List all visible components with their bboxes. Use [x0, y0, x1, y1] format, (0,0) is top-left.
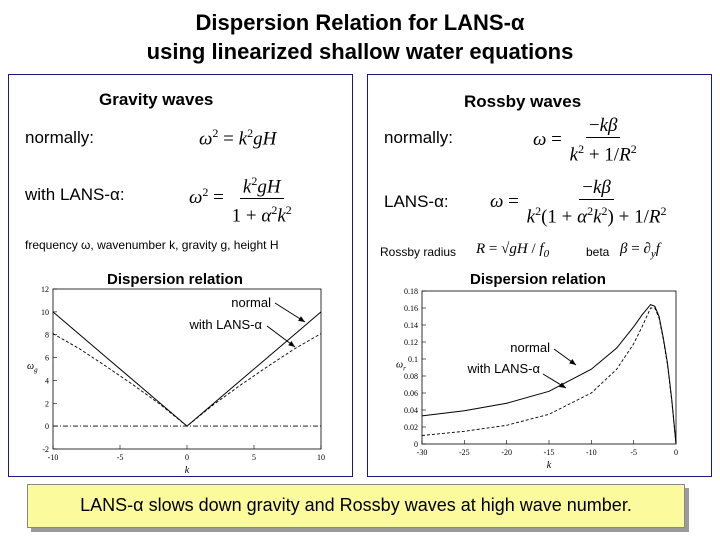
y-tick-label: 0: [414, 440, 418, 449]
annotation-lans-arrowhead: [288, 340, 295, 347]
annotation-lans: with LANS-α: [466, 361, 540, 376]
gravity-variable-note: frequency ω, wavenumber k, gravity g, he…: [25, 238, 279, 252]
rossby-normally-label: normally:: [384, 128, 453, 147]
x-tick-label: -25: [459, 448, 470, 457]
x-tick-label: -5: [117, 453, 124, 462]
y-tick-label: 0.1: [408, 355, 418, 364]
x-tick-label: -10: [586, 448, 597, 457]
gravity-heading: Gravity waves: [99, 90, 214, 109]
x-tick-label: -10: [48, 453, 59, 462]
title-line-2: using linearized shallow water equations: [146, 39, 574, 64]
y-tick-label: 12: [41, 285, 49, 294]
gravity-lans-label: with LANS-α:: [25, 185, 125, 204]
rossby-heading: Rossby waves: [464, 92, 582, 111]
y-tick-label: 0.16: [404, 304, 418, 313]
conclusion-box: LANS-α slows down gravity and Rossby wav…: [27, 484, 685, 528]
slide-title: Dispersion Relation for LANS-α using lin…: [0, 8, 720, 66]
annotation-normal: normal: [510, 340, 550, 355]
x-tick-label: 10: [317, 453, 325, 462]
rossby-dispersion-chart: -30 -25 -20 -15 -10 -5 0 0 0.02 0.04 0.06 0.08 0.1 0.…: [396, 287, 678, 471]
title-line-1: Dispersion Relation for LANS-α: [195, 10, 525, 35]
plot-frame: [421, 290, 677, 445]
gravity-lans-equation: ω2 = k2gH 1 + α2k2: [189, 170, 295, 228]
conclusion-text: LANS-α slows down gravity and Rossby wav…: [80, 495, 632, 515]
x-tick-label: 0: [674, 448, 678, 457]
y-tick-label: 6: [45, 354, 49, 363]
y-tick-label: 8: [45, 331, 49, 340]
rossby-radius-equation: R = √gH / f0: [476, 241, 550, 260]
gravity-normally-label: normally:: [25, 128, 94, 147]
annotation-normal-arrowhead: [569, 359, 576, 365]
rossby-normal-equation: ω = −kβ k2 + 1/R2: [533, 115, 637, 166]
x-tick-label: -20: [501, 448, 512, 457]
y-tick-label: -2: [42, 445, 49, 454]
y-tick-label: 0.18: [404, 287, 418, 296]
x-axis-label: k: [185, 465, 190, 473]
annotation-normal: normal: [231, 295, 271, 310]
rossby-lans-equation: ω = −kβ k2(1 + α2k2) + 1/R2: [490, 177, 667, 228]
gravity-normal-equation: ω2 = k2gH: [199, 126, 277, 150]
gravity-dispersion-chart: -10 -5 0 5 10 -2 0 2 4 6 8 10 12 k ωg normal with LANS-α: [27, 285, 325, 473]
beta-label: beta: [586, 245, 610, 259]
series-line-normal: [421, 303, 677, 445]
y-tick-label: 0.06: [404, 389, 418, 398]
gravity-chart-title: Dispersion relation: [107, 271, 243, 288]
y-tick-label: 0.02: [404, 423, 418, 432]
x-axis-label: k: [547, 460, 552, 471]
rossby-lans-label: LANS-α:: [384, 192, 449, 211]
annotation-normal-arrowhead: [298, 316, 305, 322]
y-tick-label: 0.14: [404, 321, 418, 330]
x-tick-label: 0: [185, 453, 189, 462]
y-tick-label: 0: [45, 422, 49, 431]
annotation-lans: with LANS-α: [188, 317, 262, 332]
y-tick-label: 10: [41, 308, 49, 317]
rossby-waves-panel: Rossby waves normally: ω = −kβ k2 + 1/R2 …: [367, 74, 712, 477]
beta-equation: β = ∂yf: [620, 241, 660, 260]
x-tick-label: -5: [630, 448, 637, 457]
y-tick-label: 0.12: [404, 338, 418, 347]
annotation-lans-arrowhead: [559, 382, 566, 388]
y-tick-label: 4: [45, 376, 49, 385]
y-tick-label: 0.04: [404, 406, 418, 415]
rossby-radius-label: Rossby radius: [380, 245, 457, 259]
x-tick-label: 5: [252, 453, 256, 462]
rossby-chart-title: Dispersion relation: [470, 271, 606, 288]
series-line-with-lans-: [52, 333, 322, 427]
x-tick-label: -15: [544, 448, 555, 457]
y-axis-label: ωr: [396, 360, 406, 373]
y-tick-label: 0.08: [404, 372, 418, 381]
y-axis-label: ωg: [27, 361, 38, 374]
series-line-with-lans-: [421, 307, 677, 445]
plot-frame: [52, 288, 322, 450]
x-tick-label: -30: [417, 448, 428, 457]
series-line-normal: [52, 311, 322, 427]
gravity-waves-panel: Gravity waves normally: ω2 = k2gH with L…: [8, 74, 353, 477]
y-tick-label: 2: [45, 399, 49, 408]
